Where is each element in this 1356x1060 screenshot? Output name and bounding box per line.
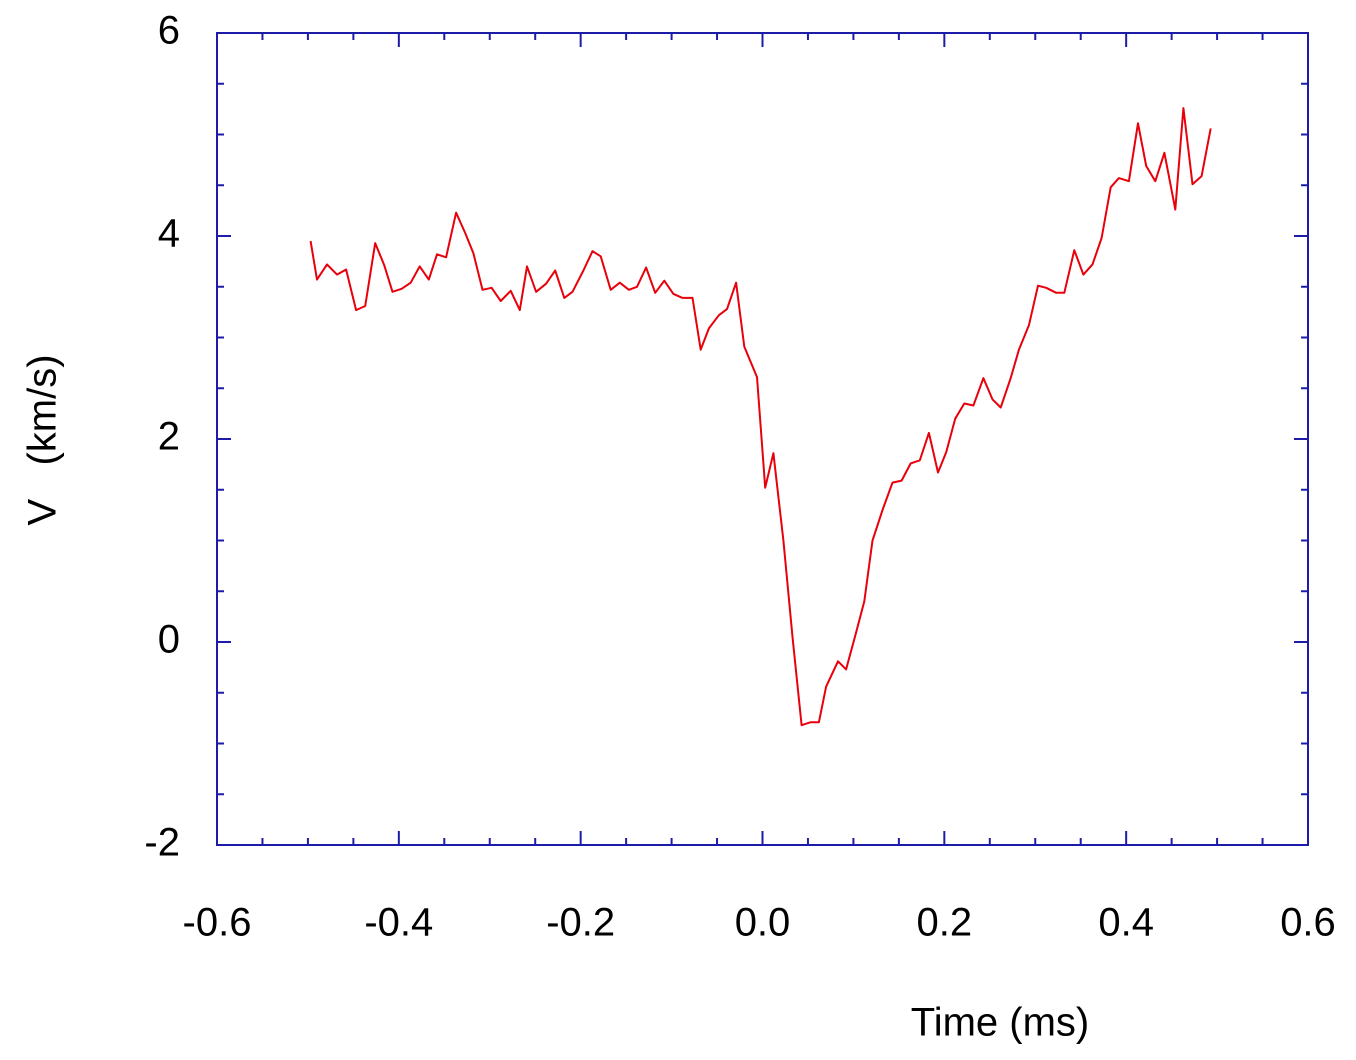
x-tick-label: -0.4 (364, 901, 433, 945)
plot-frame (216, 32, 1309, 846)
x-tick-label: 0.4 (1098, 901, 1154, 945)
y-axis-label: V (km/s) (21, 354, 65, 525)
data-line (309, 107, 1212, 727)
y-tick-label: 0 (158, 618, 180, 662)
y-tick-label: 4 (158, 212, 180, 256)
x-tick-label: -0.6 (183, 901, 252, 945)
x-axis-label: Time (ms) (911, 1001, 1089, 1045)
x-tick-label: 0.2 (917, 901, 973, 945)
y-tick-label: -2 (144, 821, 180, 865)
y-tick-label: 2 (158, 415, 180, 459)
x-tick-label: -0.2 (546, 901, 615, 945)
x-tick-label: 0.0 (735, 901, 791, 945)
y-tick-label: 6 (158, 9, 180, 53)
x-tick-label: 0.6 (1280, 901, 1336, 945)
